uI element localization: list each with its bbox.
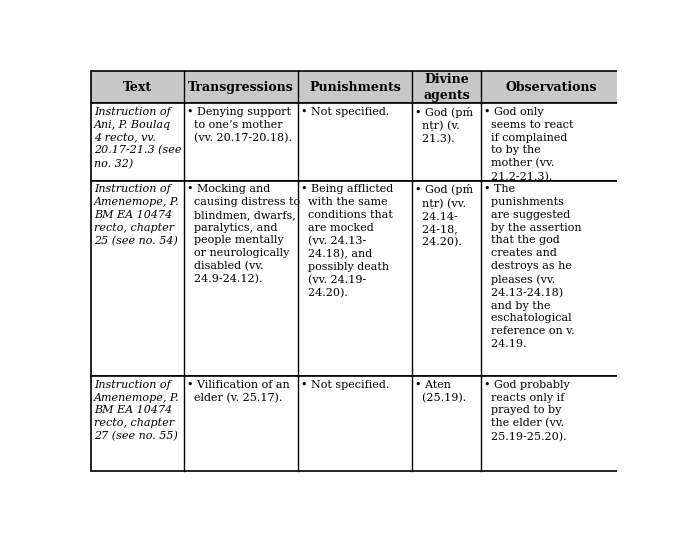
- Text: • Vilification of an
  elder (v. 25.17).: • Vilification of an elder (v. 25.17).: [187, 380, 290, 403]
- Bar: [91, 71, 622, 103]
- Text: • God (pḿ
  nṭr) (vv.
  24.14-
  24-18,
  24.20).: • God (pḿ nṭr) (vv. 24.14- 24-18, 24.20)…: [415, 184, 473, 248]
- Text: • Aten
  (25.19).: • Aten (25.19).: [415, 380, 466, 403]
- Text: Instruction of
Ani, P. Boulaq
4 recto, vv.
20.17-21.3 (see
no. 32): Instruction of Ani, P. Boulaq 4 recto, v…: [94, 107, 182, 169]
- Text: • Being afflicted
  with the same
  conditions that
  are mocked
  (vv. 24.13-
 : • Being afflicted with the same conditio…: [301, 184, 393, 299]
- Text: Text: Text: [123, 81, 152, 94]
- Bar: [91, 181, 622, 376]
- Text: • The
  punishments
  are suggested
  by the assertion
  that the god
  creates : • The punishments are suggested by the a…: [484, 184, 582, 349]
- Text: Instruction of
Amenemope, P.
BM EA 10474
recto, chapter
27 (see no. 55): Instruction of Amenemope, P. BM EA 10474…: [94, 380, 179, 441]
- Text: • Not specified.: • Not specified.: [301, 380, 390, 389]
- Text: Observations: Observations: [506, 81, 597, 94]
- Text: • Mocking and
  causing distress to
  blindmen, dwarfs,
  paralytics, and
  peop: • Mocking and causing distress to blindm…: [187, 184, 300, 285]
- Bar: [91, 376, 622, 471]
- Text: • God probably
  reacts only if
  prayed to by
  the elder (vv.
  25.19-25.20).: • God probably reacts only if prayed to …: [484, 380, 570, 442]
- Text: • God only
  seems to react
  if complained
  to by the
  mother (vv.
  21.2-21.: • God only seems to react if complained …: [484, 107, 574, 182]
- Text: Punishments: Punishments: [309, 81, 401, 94]
- Text: Transgressions: Transgressions: [188, 81, 294, 94]
- Text: Divine
agents: Divine agents: [423, 73, 470, 102]
- Bar: [91, 103, 622, 181]
- Text: • Not specified.: • Not specified.: [301, 107, 390, 117]
- Text: • God (pḿ
  nṭr) (v.
  21.3).: • God (pḿ nṭr) (v. 21.3).: [415, 107, 473, 145]
- Text: • Denying support
  to one’s mother
  (vv. 20.17-20.18).: • Denying support to one’s mother (vv. 2…: [187, 107, 292, 143]
- Text: Instruction of
Amenemope, P.
BM EA 10474
recto, chapter
25 (see no. 54): Instruction of Amenemope, P. BM EA 10474…: [94, 184, 179, 246]
